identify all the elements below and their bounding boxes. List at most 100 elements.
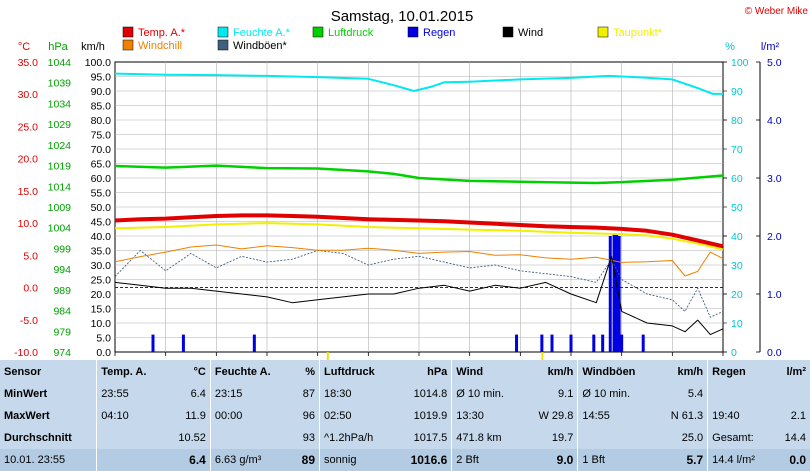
legend-swatch-feuchte-a: [217, 26, 229, 38]
stats-row-label: Durchschnitt: [4, 432, 72, 445]
stats-cell: 0.0: [772, 449, 810, 471]
y-tick-label: -10.0: [14, 347, 38, 359]
stats-cell: [577, 427, 656, 450]
stats-header-cell: km/h: [677, 365, 704, 378]
stats-cell: 6.4: [164, 449, 211, 471]
legend-label-windchill: Windchill: [138, 40, 182, 52]
stats-cell: 2.1: [790, 410, 806, 423]
y-tick-label: 1014: [48, 181, 72, 193]
y-tick-label: 1004: [48, 223, 72, 235]
legend-swatch-windb-en: [217, 39, 229, 51]
x-tick-label: 20:00: [608, 359, 636, 360]
y-tick-label: 1044: [48, 57, 72, 69]
y-tick-label: 1024: [48, 140, 72, 152]
rain-bars: [151, 233, 645, 352]
y-tick-labels: 35.0 30.0 25.0 20.0 15.0 10.0 5.0 0.0 -5.0 -10.0 1…: [14, 57, 782, 359]
x-tick-label: 18:00: [557, 359, 585, 360]
x-tick-labels: 00:00 02:00 04:00 06:00 08:00 10:00 12:00 14:00…: [101, 352, 737, 360]
legend-label-windb-en: Windböen*: [233, 40, 288, 52]
axis-unit-4: %: [725, 41, 735, 53]
stats-cell: Gesamt:: [707, 427, 773, 450]
y-tick-label: 100.0: [85, 57, 111, 69]
series-line-wind: [114, 255, 724, 336]
stats-cell: 25.0: [681, 432, 704, 445]
stats-cell: 96: [302, 410, 316, 423]
stats-cell: 1017.5: [413, 432, 448, 445]
stats-cell: 14.4: [784, 432, 806, 445]
legend-label-luftdruck: Luftdruck: [328, 27, 374, 39]
stats-row: MaxWert 04:10 11.9 00:00 96 02:50 1019.9 13:30 W…: [0, 405, 810, 428]
legend-swatch-wind: [502, 26, 514, 38]
stats-table: Sensor Temp. A. °C Feuchte A.% Luftdruck hPa W…: [0, 360, 810, 471]
x-tick-label: 08:00: [304, 359, 332, 360]
y-tick-label: 984: [53, 306, 71, 318]
stats-cell: [96, 449, 165, 471]
x-tick-label: 02:00: [152, 359, 180, 360]
stats-cell: 87: [302, 388, 316, 401]
stats-cell: 23:55: [96, 383, 165, 406]
y-tick-label: 55.0: [91, 188, 112, 200]
y-tick-label: 10.0: [18, 218, 39, 230]
stats-row-label: 10.01. 23:55: [0, 449, 97, 471]
rain-bar: [608, 236, 612, 352]
stats-cell: [707, 383, 773, 406]
y-tick-label: 1.0: [767, 289, 782, 301]
x-tick-label: 12:00: [405, 359, 433, 360]
rain-bar: [181, 334, 185, 352]
y-tick-label: 45.0: [91, 217, 112, 229]
y-tick-label: 0: [731, 347, 737, 359]
stats-header-cell: Regen: [707, 360, 773, 384]
axis-unit-1: °C: [18, 41, 30, 53]
copyright: © Weber Mike: [745, 6, 809, 17]
legend-label-taupunkt: Taupunkt*: [613, 27, 663, 39]
x-tick-label: 24:00: [709, 359, 737, 360]
stats-cell: 6.4: [190, 388, 206, 401]
legend-swatch-regen: [407, 26, 419, 38]
stats-cell: 19:40: [707, 405, 773, 428]
stats-cell: 13:30: [451, 405, 523, 428]
axis-unit-2: hPa: [48, 41, 68, 53]
y-tick-label: 5.0: [767, 57, 782, 69]
stats-cell: sonnig: [319, 449, 395, 471]
y-tick-label: 50.0: [91, 202, 112, 214]
y-tick-label: 70: [731, 144, 743, 156]
y-tick-label: 1039: [48, 78, 72, 90]
stats-cell: [209, 427, 292, 450]
y-tick-label: 15.0: [18, 186, 39, 198]
y-tick-label: 80: [731, 115, 743, 127]
y-tick-label: 100: [731, 57, 749, 69]
stats-cell: ^1.2hPa/h: [319, 427, 395, 450]
stats-cell: 10.52: [178, 432, 206, 445]
y-tick-label: 15.0: [91, 304, 112, 316]
stats-cell: 1019.9: [413, 410, 448, 423]
stats-cell: 9.1: [558, 388, 574, 401]
stats-cell: 11.9: [185, 410, 206, 423]
rain-bar: [617, 236, 621, 352]
rain-bar: [515, 334, 519, 352]
stats-header-cell: Wind: [451, 360, 523, 384]
x-tick-label: 14:00: [456, 359, 484, 360]
y-tick-label: 40: [731, 231, 743, 243]
y-tick-label: 50: [731, 202, 743, 214]
y-tick-label: 95.0: [91, 72, 112, 84]
legend: Temp. A.* Feuchte A.* Luftdruck Regen Wind Ta…: [122, 26, 663, 52]
axis-labels: °C hPa km/h% l/m²: [18, 41, 780, 53]
y-tick-label: 979: [53, 326, 71, 338]
y-tick-label: 989: [53, 285, 71, 297]
y-tick-label: 0.0: [767, 347, 782, 359]
stats-cell: 14:55: [577, 405, 656, 428]
y-tick-label: 0.0: [96, 347, 111, 359]
stats-cell: 1014.8: [413, 388, 448, 401]
y-tick-label: 30.0: [18, 89, 39, 101]
y-tick-label: 1034: [48, 98, 72, 110]
stats-header-cell: Feuchte A.: [209, 360, 292, 384]
stats-header-cell: Windböen: [577, 360, 656, 384]
stats-cell: 14.4 l/m²: [707, 449, 773, 471]
y-tick-label: 35.0: [18, 57, 39, 69]
y-tick-label: 20.0: [18, 154, 39, 166]
y-tick-label: 25.0: [18, 121, 39, 133]
legend-label-feuchte-a: Feuchte A.*: [233, 27, 291, 39]
stats-row: 10.01. 23:55 6.4 6.63 g/m³ 89 sonnig 1016.6 2 …: [0, 449, 810, 471]
stats-header-cell: Temp. A.: [96, 360, 165, 384]
stats-header-cell: l/m²: [786, 365, 806, 378]
